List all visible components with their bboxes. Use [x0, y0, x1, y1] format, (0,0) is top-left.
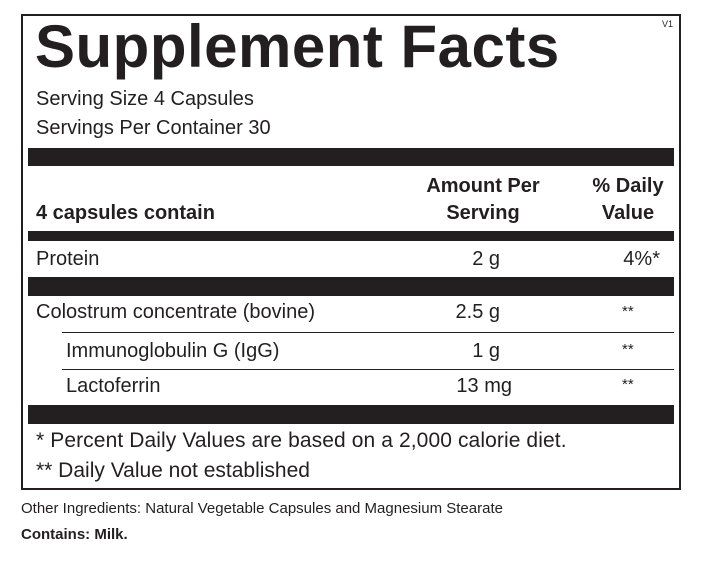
servings-per-container: Servings Per Container 30 — [36, 117, 271, 139]
footnote-not-established: ** Daily Value not established — [36, 459, 310, 482]
row-dv-colostrum: ** — [622, 303, 634, 320]
row-amount-protein: 2 g — [472, 248, 500, 270]
row-name-colostrum: Colostrum concentrate (bovine) — [36, 301, 316, 323]
other-ingredients: Other Ingredients: Natural Vegetable Cap… — [21, 500, 503, 517]
row-name-igg: Immunoglobulin G (IgG) — [66, 340, 280, 362]
footnote-daily-values: * Percent Daily Values are based on a 2,… — [36, 429, 567, 452]
row-dv-protein: 4%* — [623, 248, 660, 270]
row-dv-igg: ** — [622, 341, 634, 358]
header-contents: 4 capsules contain — [36, 202, 215, 224]
row-dv-lactoferrin: ** — [622, 376, 634, 393]
row-name-protein: Protein — [36, 248, 100, 270]
header-dv-line1: % Daily — [592, 175, 664, 197]
header-amount-line1: Amount Per — [426, 175, 540, 197]
row-divider — [62, 332, 674, 333]
row-divider — [62, 369, 674, 370]
header-dv-line2: Value — [601, 202, 655, 224]
header-divider — [28, 231, 674, 241]
thick-divider-bottom — [28, 405, 674, 424]
supplement-facts-panel — [21, 14, 681, 490]
serving-size: Serving Size 4 Capsules — [36, 88, 254, 110]
version-label: V1 — [662, 19, 674, 29]
row-amount-igg: 1 g — [472, 340, 500, 362]
row-amount-lactoferrin: 13 mg — [456, 375, 512, 397]
row-amount-colostrum: 2.5 g — [455, 301, 500, 323]
row-name-lactoferrin: Lactoferrin — [66, 375, 161, 397]
thick-divider-middle — [28, 277, 674, 296]
thick-divider-top — [28, 148, 674, 166]
panel-title: Supplement Facts — [35, 13, 560, 80]
header-amount-line2: Serving — [446, 202, 520, 224]
allergen-statement: Contains: Milk. — [21, 526, 128, 543]
